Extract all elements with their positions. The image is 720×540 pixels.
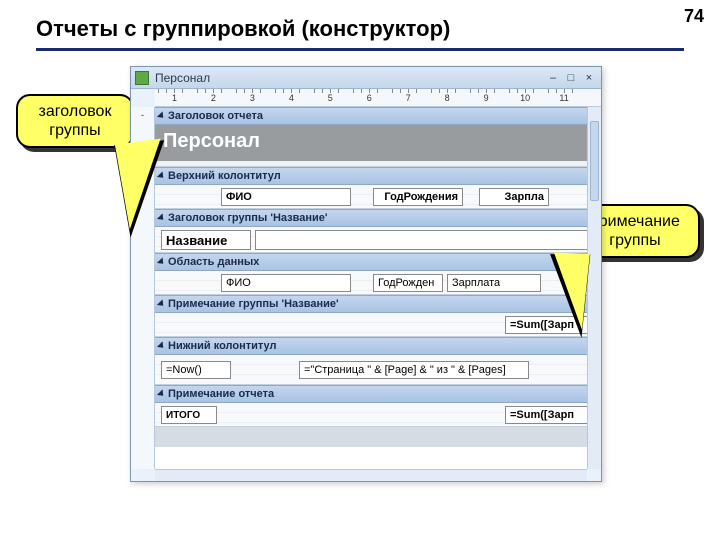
sections-container: Заголовок отчета Персонал Верхний колонт… [155, 107, 601, 469]
ruler-tick-label: 2 [211, 93, 216, 103]
col-header-fio[interactable]: ФИО [221, 188, 351, 206]
group-field-name-label[interactable]: Название [161, 230, 251, 250]
section-label: Область данных [168, 256, 259, 268]
section-body-group-header[interactable]: Название [155, 227, 601, 253]
ruler-tick-label: 3 [250, 93, 255, 103]
window-titlebar[interactable]: Персонал – □ × [131, 67, 601, 89]
app-icon [135, 71, 149, 85]
ruler-tick-label: 11 [559, 93, 568, 103]
section-bar-group-footer[interactable]: Примечание группы 'Название' [155, 295, 601, 313]
chevron-down-icon [157, 299, 166, 308]
chevron-down-icon [157, 341, 166, 350]
section-label: Нижний колонтитул [168, 340, 277, 352]
detail-fio-textbox[interactable]: ФИО [221, 274, 351, 292]
horizontal-ruler: 1 2 3 4 5 6 7 8 9 10 11 [155, 89, 601, 107]
chevron-down-icon [157, 111, 166, 120]
title-underline [36, 48, 684, 51]
total-label[interactable]: ИТОГО [161, 406, 217, 424]
vertical-scrollbar[interactable] [587, 107, 601, 469]
ruler-tick-label: 9 [484, 93, 489, 103]
design-area: - Заголовок отчета Персонал Верхний коло… [131, 107, 601, 469]
ruler-tick-label: 10 [520, 93, 530, 103]
group-field-name-textbox[interactable] [255, 230, 595, 250]
section-label: Примечание отчета [168, 388, 274, 400]
section-label: Заголовок отчета [168, 110, 263, 122]
section-body-report-header[interactable]: Персонал [155, 125, 601, 167]
section-label: Заголовок группы 'Название' [168, 212, 328, 224]
minimize-button[interactable]: – [545, 71, 561, 85]
section-padding [155, 427, 601, 447]
ruler-tick-label: 5 [328, 93, 333, 103]
section-body-page-header[interactable]: ФИО ГодРождения Зарпла [155, 185, 601, 209]
report-designer-window: Персонал – □ × 1 2 3 4 5 6 7 8 9 10 11 - Заголовок… [130, 66, 602, 482]
ruler-tick-label: 7 [406, 93, 411, 103]
callout-group-header: заголовок группы [16, 94, 134, 148]
ruler-tick-label: 1 [172, 93, 177, 103]
section-label: Верхний колонтитул [168, 170, 281, 182]
section-body-group-footer[interactable]: =Sum([Зарп [155, 313, 601, 337]
section-body-detail[interactable]: ФИО ГодРожден Зарплата [155, 271, 601, 295]
slide-title: Отчеты с группировкой (конструктор) [36, 16, 450, 42]
chevron-down-icon [157, 389, 166, 398]
section-bar-group-header[interactable]: Заголовок группы 'Название' [155, 209, 601, 227]
chevron-down-icon [157, 257, 166, 266]
now-textbox[interactable]: =Now() [161, 361, 231, 379]
horizontal-scrollbar[interactable] [155, 469, 587, 481]
ruler-tick-label: 4 [289, 93, 294, 103]
close-button[interactable]: × [581, 71, 597, 85]
section-bar-detail[interactable]: Область данных [155, 253, 601, 271]
maximize-button[interactable]: □ [563, 71, 579, 85]
col-header-year[interactable]: ГодРождения [373, 188, 463, 206]
section-body-page-footer[interactable]: =Now() ="Страница " & [Page] & " из " & … [155, 355, 601, 385]
section-bar-report-header[interactable]: Заголовок отчета [155, 107, 601, 125]
window-title: Персонал [155, 71, 210, 85]
section-label: Примечание группы 'Название' [168, 298, 339, 310]
report-title-label[interactable]: Персонал [155, 125, 601, 161]
section-body-report-footer[interactable]: ИТОГО =Sum([Зарп [155, 403, 601, 427]
col-header-salary[interactable]: Зарпла [479, 188, 549, 206]
detail-salary-textbox[interactable]: Зарплата [447, 274, 541, 292]
section-bar-report-footer[interactable]: Примечание отчета [155, 385, 601, 403]
page-number: 74 [684, 6, 704, 27]
scrollbar-thumb[interactable] [590, 121, 599, 201]
page-expr-textbox[interactable]: ="Страница " & [Page] & " из " & [Pages] [299, 361, 529, 379]
section-bar-page-header[interactable]: Верхний колонтитул [155, 167, 601, 185]
report-sum-textbox[interactable]: =Sum([Зарп [505, 406, 595, 424]
section-bar-page-footer[interactable]: Нижний колонтитул [155, 337, 601, 355]
ruler-tick-label: 8 [445, 93, 450, 103]
detail-year-textbox[interactable]: ГодРожден [373, 274, 443, 292]
ruler-tick-label: 6 [367, 93, 372, 103]
